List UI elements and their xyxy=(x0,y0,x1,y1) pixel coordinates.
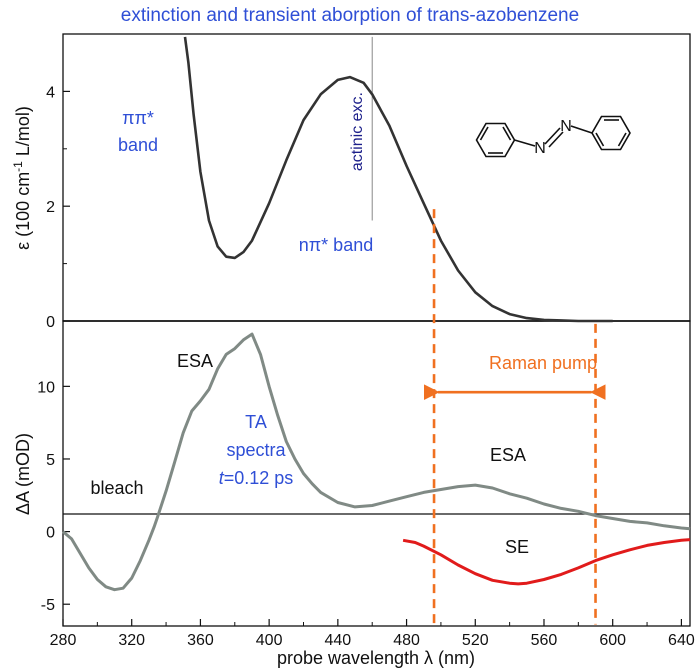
actinic-excitation-label: actinic exc. xyxy=(349,92,366,171)
x-tick-label: 600 xyxy=(599,632,626,649)
azobenzene-nitrogen-2: N xyxy=(560,118,572,135)
top-y-tick-label: 0 xyxy=(46,314,55,331)
raman-pump-label: Raman pump xyxy=(489,353,597,373)
npi-band-label: nπ* band xyxy=(299,235,373,255)
x-tick-label: 560 xyxy=(531,632,558,649)
bottom-y-tick-label: 0 xyxy=(46,525,55,542)
x-tick-label: 320 xyxy=(118,632,145,649)
se-label: SE xyxy=(505,537,529,557)
extinction-spectrum-line xyxy=(183,36,613,323)
bottom-y-ticks: -5 0 5 10 xyxy=(37,379,70,614)
top-y-tick-label: 2 xyxy=(46,199,55,216)
stimulated-emission-line xyxy=(402,538,691,586)
x-axis-label: probe wavelength λ (nm) xyxy=(277,648,475,668)
azobenzene-nitrogen-1: N xyxy=(534,140,546,157)
x-tick-label: 280 xyxy=(50,632,77,649)
bleach-label: bleach xyxy=(90,478,143,498)
x-ticks: 280 320 360 400 440 480 520 560 600 640 xyxy=(50,619,695,649)
azobenzene-structure-icon xyxy=(475,115,631,158)
x-tick-label: 640 xyxy=(668,632,695,649)
esa-tail-label: ESA xyxy=(490,445,526,465)
ta-spectra-label-line2: spectra xyxy=(226,440,286,460)
top-y-tick-label: 4 xyxy=(46,84,55,101)
bottom-y-axis-label: ΔA (mOD) xyxy=(13,433,33,515)
x-tick-label: 400 xyxy=(256,632,283,649)
ta-spectra-label-line1: TA xyxy=(245,412,267,432)
pipi-band-label-line2: band xyxy=(118,135,158,155)
top-panel-frame xyxy=(62,33,691,322)
x-tick-label: 520 xyxy=(462,632,489,649)
top-y-axis-label: ε (100 cm-1 L/mol) xyxy=(11,106,33,250)
bottom-y-tick-label: -5 xyxy=(41,597,55,614)
transient-absorption-line xyxy=(62,332,691,592)
esa-peak-label: ESA xyxy=(177,351,213,371)
x-tick-label: 360 xyxy=(187,632,214,649)
x-tick-label: 480 xyxy=(393,632,420,649)
x-tick-label: 440 xyxy=(324,632,351,649)
pipi-band-label-line1: ππ* xyxy=(122,108,154,128)
top-y-ticks: 0 2 4 xyxy=(46,84,70,331)
bottom-y-tick-label: 10 xyxy=(37,379,55,396)
bottom-y-tick-label: 5 xyxy=(46,452,55,469)
chart-title: extinction and transient aborption of tr… xyxy=(121,5,579,26)
ta-time-label: t=0.12 ps xyxy=(219,468,294,488)
